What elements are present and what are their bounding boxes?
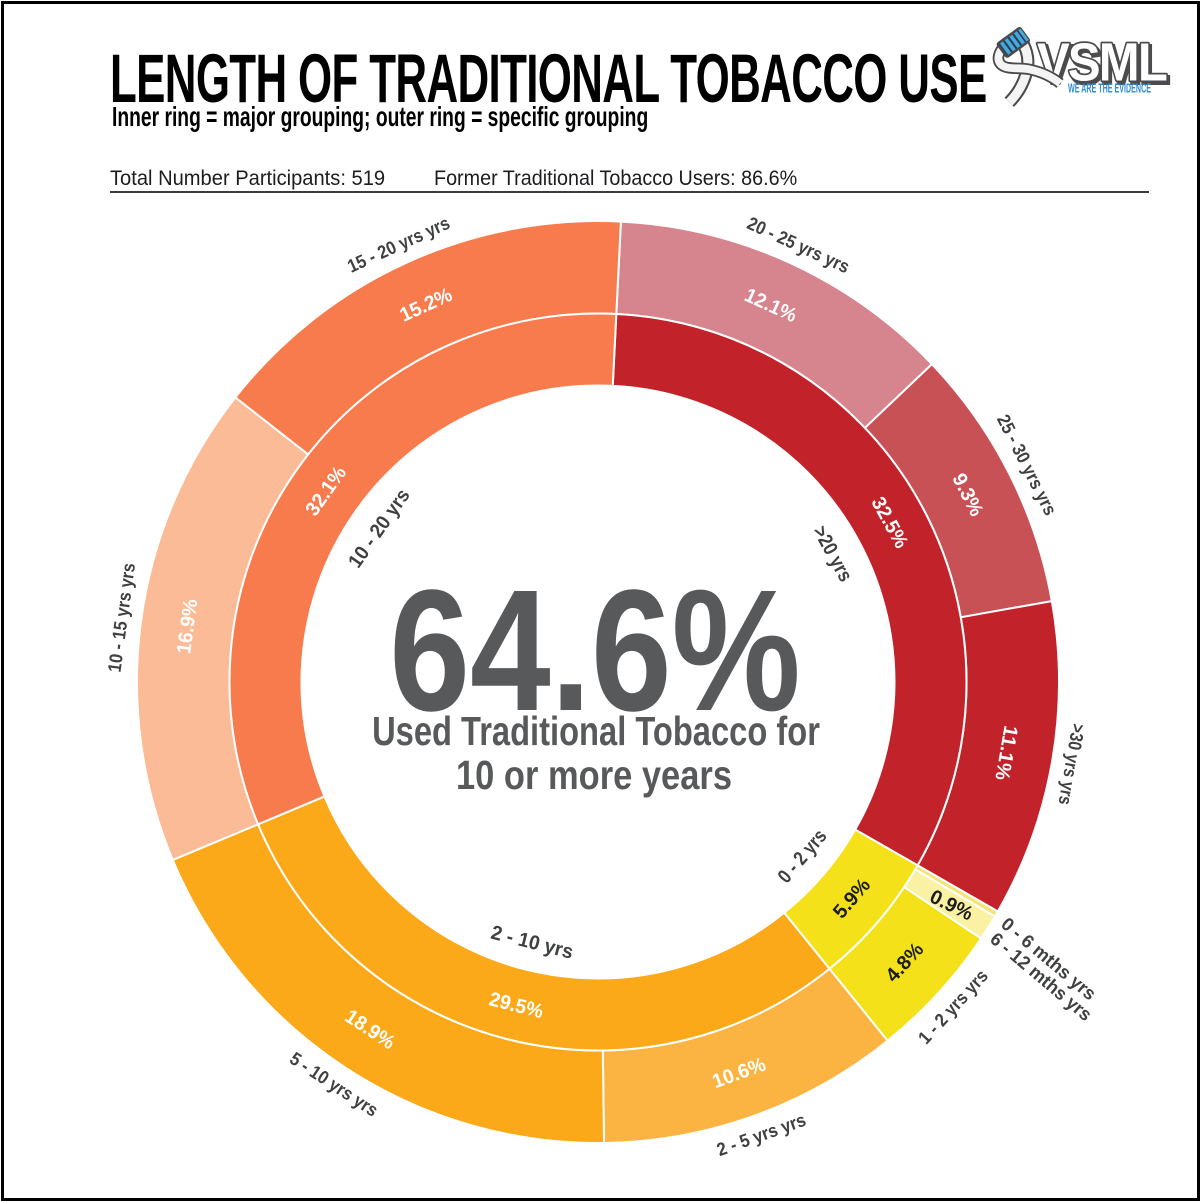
svg-text:>20 yrs: >20 yrs: [808, 522, 856, 585]
svg-text:10 - 15 yrs yrs: 10 - 15 yrs yrs: [103, 562, 139, 674]
svg-text:2 - 10 yrs: 2 - 10 yrs: [489, 922, 576, 964]
svg-text:VSML: VSML: [1037, 33, 1167, 93]
svg-text:>30 yrs yrs: >30 yrs yrs: [1055, 722, 1090, 806]
svg-text:WE ARE THE EVIDENCE: WE ARE THE EVIDENCE: [1068, 81, 1151, 96]
svg-text:VSML: VSML: [1039, 35, 1169, 95]
